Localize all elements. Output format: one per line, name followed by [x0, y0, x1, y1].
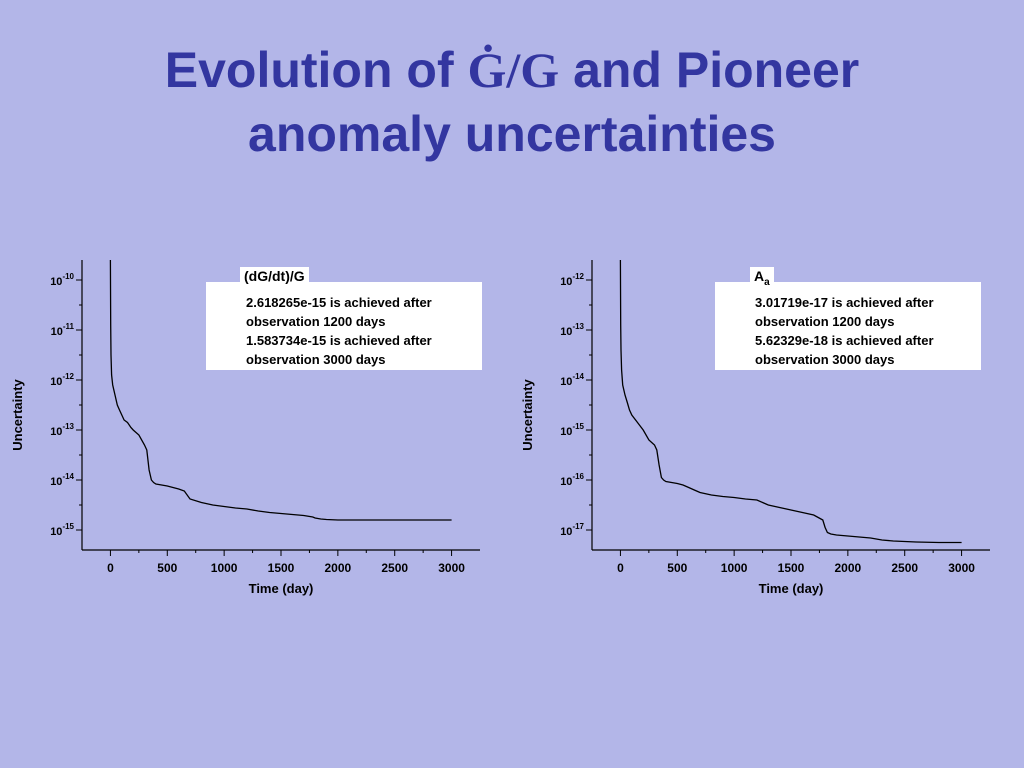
y-tick-label: 10-17: [560, 522, 584, 538]
annotation-line: observation 1200 days: [246, 314, 386, 329]
title-part2: and Pioneer: [559, 42, 860, 98]
uncertainty-series-line: [619, 259, 962, 544]
y-tick-label: 10-13: [560, 322, 584, 338]
y-tick-label: 10-12: [50, 372, 74, 388]
slide-title: Evolution of Ġ/G and Pioneer anomaly unc…: [0, 38, 1024, 166]
y-tick-label: 10-14: [560, 372, 584, 388]
y-tick-label: 10-14: [50, 472, 74, 488]
x-tick-label: 3000: [948, 561, 975, 575]
annotation-line: observation 1200 days: [755, 314, 895, 329]
y-tick-label: 10-13: [50, 422, 74, 438]
x-tick-label: 0: [617, 561, 624, 575]
annotation-box-left: 2.618265e-15 is achieved after observati…: [206, 282, 482, 370]
x-tick-label: 2000: [835, 561, 862, 575]
annotation-line: 2.618265e-15 is achieved after: [246, 295, 432, 310]
x-tick-label: 1000: [211, 561, 238, 575]
x-tick-label: 0: [107, 561, 114, 575]
x-tick-label: 500: [667, 561, 687, 575]
uncertainty-series-line: [109, 259, 452, 521]
x-tick-label: 1000: [721, 561, 748, 575]
annotation-line: 1.583734e-15 is achieved after: [246, 333, 432, 348]
x-tick-label: 500: [157, 561, 177, 575]
series-label-main: A: [754, 268, 765, 284]
y-tick-label: 10-10: [50, 272, 74, 288]
annotation-line: 3.01719e-17 is achieved after: [755, 295, 934, 310]
x-tick-label: 1500: [268, 561, 295, 575]
y-tick-label: 10-12: [560, 272, 584, 288]
y-tick-label: 10-16: [560, 472, 584, 488]
x-tick-label: 3000: [438, 561, 465, 575]
x-axis-label: Time (day): [249, 581, 314, 596]
x-tick-label: 2500: [891, 561, 918, 575]
title-part1: Evolution of: [164, 42, 468, 98]
y-axis-label: Uncertainty: [10, 378, 25, 450]
title-gdot-symbol: Ġ/G: [467, 42, 560, 98]
x-tick-label: 2000: [325, 561, 352, 575]
chart-dgdt-over-g: 0 500 1000 1500 2000 2500 3000 10-10 10-11 10-12 1…: [10, 259, 480, 596]
y-tick-label: 10-11: [51, 322, 75, 338]
chart-pioneer-anomaly: 0 500 1000 1500 2000 2500 3000 10-12 10-13 10-14 1…: [520, 259, 990, 596]
x-tick-label: 1500: [778, 561, 805, 575]
slide-title-line2: anomaly uncertainties: [248, 106, 776, 162]
y-tick-label: 10-15: [560, 422, 584, 438]
annotation-line: observation 3000 days: [755, 352, 895, 367]
annotation-line: 5.62329e-18 is achieved after: [755, 333, 934, 348]
x-axis-label: Time (day): [759, 581, 824, 596]
annotation-line: observation 3000 days: [246, 352, 386, 367]
y-tick-label: 10-15: [50, 522, 74, 538]
annotation-box-right: 3.01719e-17 is achieved after observatio…: [715, 282, 981, 370]
series-label-left: (dG/dt)/G: [240, 267, 309, 285]
series-label-sub: a: [764, 276, 770, 288]
slide-title-line1: Evolution of Ġ/G and Pioneer: [0, 38, 1024, 102]
series-label-right: Aa: [750, 267, 774, 292]
y-axis-label: Uncertainty: [520, 378, 535, 450]
x-tick-label: 2500: [381, 561, 408, 575]
